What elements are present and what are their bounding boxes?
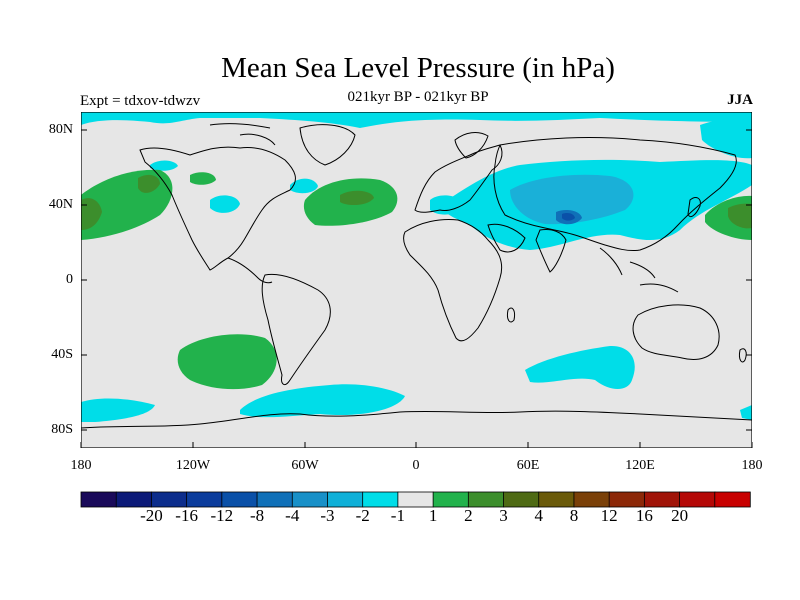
anomaly-region-south-indian [525,345,635,389]
colorbar-label: -1 [390,506,405,525]
colorbar [80,491,751,508]
anomaly-region-north-pacific-high-3 [138,174,160,193]
lon-label-0: 0 [412,458,420,473]
colorbar-swatch [362,491,399,508]
colorbar-swatch [291,491,329,508]
lon-label-180w: 180 [70,458,92,473]
lat-label-0: 0 [66,272,73,287]
colorbar-label: 4 [534,506,543,525]
colorbar-swatch [643,491,681,508]
negative-anomaly-regions [81,112,752,422]
colorbar-label: -20 [140,506,163,525]
anomaly-region-south-pacific [81,398,155,422]
coast-greenland [299,124,356,166]
colorbar-label: -3 [320,506,335,525]
lon-label-60e: 60E [516,458,540,473]
season-label: JJA [727,92,753,108]
lon-label-60w: 60W [291,458,319,473]
coast-scandinavia [454,132,489,159]
colorbar-swatch [186,491,223,508]
colorbar-swatch [714,491,751,508]
coast-europe [414,144,503,213]
colorbar-swatch [115,491,153,508]
anomaly-region-nw-atlantic [290,178,318,194]
coast-southeast-asia [599,247,679,293]
colorbar-swatch [608,491,646,508]
colorbar-swatch [679,491,716,508]
plot-title: Mean Sea Level Pressure (in hPa) [221,52,615,84]
coast-madagascar [507,307,515,323]
colorbar-label: -12 [210,506,234,525]
coast-antarctica [81,410,752,429]
lat-label-40n: 40N [48,197,73,212]
coast-africa [403,219,503,342]
colorbar-swatch [221,491,258,508]
anomaly-region-north-america-small [190,172,216,185]
colorbar-swatch [467,491,505,508]
anomaly-region-north-pacific-high-2 [81,198,102,230]
anomaly-region-asia-4 [562,213,575,221]
colorbar-label: 16 [635,506,653,525]
anomaly-region-asia-2 [510,174,634,225]
coast-central-america [227,257,273,284]
coast-south-america [261,273,331,386]
colorbar-swatch [80,491,117,508]
colorbar-swatch [432,491,470,508]
colorbar-label: 8 [569,506,579,525]
axis-ticks [80,129,753,448]
colorbar-label: -2 [355,506,370,525]
anomaly-region-antarctic-edge [740,405,752,420]
colorbar-label: 12 [600,506,618,525]
colorbar-label: 20 [671,506,689,525]
colorbar-label: -16 [175,506,198,525]
deep-negative-anomaly-regions [510,174,634,225]
colorbar-label: -8 [249,506,265,525]
lat-label-80n: 80N [48,122,73,137]
lat-label-40s: 40S [51,347,73,362]
colorbar-label: -4 [285,506,300,525]
lon-label-180e: 180 [741,458,763,473]
positive-anomaly-regions [81,169,752,390]
anomaly-region-pacific-40n [210,195,240,213]
colorbar-label: 3 [499,506,508,525]
lat-label-80s: 80S [51,422,73,437]
anomaly-region-gulf-alaska [150,160,178,171]
anomaly-region-west-pacific-high-2 [728,203,752,229]
lon-label-120w: 120W [175,458,211,473]
colorbar-swatch [503,491,540,508]
colorbar-swatch [327,491,364,508]
colorbar-swatch [538,491,575,508]
anomaly-region-nw-pacific-high [700,119,752,159]
anomaly-region-arctic-cyan [81,112,752,128]
coast-north-america [139,146,296,271]
colorbar-label: 2 [464,506,473,525]
map-panel [81,112,752,448]
coast-arctic-islands [209,123,276,146]
coast-japan [687,197,701,218]
anomaly-region-north-atlantic-high-2 [340,190,374,206]
coast-india [535,229,567,273]
colorbar-swatch [151,491,188,508]
coast-new-zealand [739,348,747,363]
plot-subtitle: 021kyr BP - 021kyr BP [347,89,489,105]
colorbar-swatch [256,491,293,508]
experiment-label: Expt = tdxov-tdwzv [80,93,201,109]
coast-australia [632,304,720,360]
coast-arabia [487,223,526,253]
colorbar-label: 1 [428,506,438,525]
colorbar-swatch [397,491,434,508]
coastlines [81,123,752,429]
anomaly-region-south-atlantic [240,384,405,418]
lon-label-120e: 120E [625,458,655,473]
coast-asia [493,137,737,251]
anomaly-region-se-pacific-high [177,334,277,390]
colorbar-swatch [573,491,610,508]
